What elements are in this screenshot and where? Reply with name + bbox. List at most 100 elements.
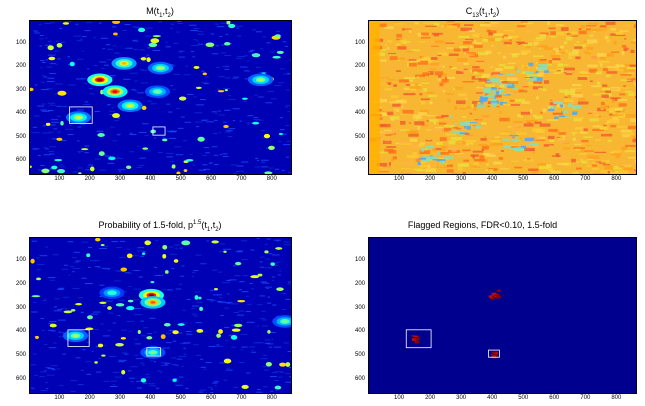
heatmap-cell xyxy=(44,299,47,301)
heatmap-cell xyxy=(401,99,407,101)
heatmap-cell xyxy=(463,125,467,129)
heatmap-band xyxy=(369,21,380,174)
heatmap-cell xyxy=(444,156,454,160)
heatmap-spot xyxy=(126,165,132,169)
heatmap-cell xyxy=(465,52,477,54)
heatmap-cell xyxy=(414,119,419,121)
heatmap-cell xyxy=(110,75,116,77)
heatmap-cell xyxy=(89,93,95,95)
heatmap-cell xyxy=(228,334,236,336)
heatmap-cell xyxy=(458,35,470,39)
heatmap-cell xyxy=(389,56,398,61)
heatmap-cell xyxy=(59,385,64,387)
heatmap-cell xyxy=(590,32,596,35)
heatmap-cell xyxy=(193,39,197,41)
heatmap-spot xyxy=(198,296,202,300)
heatmap-cell xyxy=(192,272,196,274)
heatmap-cell xyxy=(107,269,110,271)
heatmap-cell xyxy=(437,52,447,55)
heatmap-cell xyxy=(439,81,447,85)
heatmap-cell xyxy=(441,145,448,150)
heatmap-cell xyxy=(633,82,636,86)
heatmap-cell xyxy=(159,371,163,373)
heatmap-spot xyxy=(224,41,231,46)
heatmap-cell xyxy=(616,25,623,28)
heatmap-cell xyxy=(543,80,550,84)
heatmap-cell xyxy=(381,130,393,134)
heatmap-cell xyxy=(510,145,521,147)
heatmap-cell xyxy=(478,52,489,56)
heatmap-cell xyxy=(234,275,241,277)
heatmap-cell xyxy=(184,74,191,76)
heatmap-cell xyxy=(421,124,429,127)
heatmap-cell xyxy=(625,113,636,118)
heatmap-cell xyxy=(408,159,419,161)
heatmap-cell xyxy=(564,99,574,103)
heatmap-cell xyxy=(59,166,66,168)
heatmap-cell xyxy=(494,105,500,108)
heatmap-cell xyxy=(509,147,517,150)
heatmap-cell xyxy=(271,265,278,267)
heatmap-cell xyxy=(190,51,194,53)
heatmap-cell xyxy=(133,48,139,50)
heatmap-cell xyxy=(403,28,412,30)
heatmap-cell xyxy=(137,92,145,94)
heatmap-cell xyxy=(390,95,399,99)
heatmap-cell xyxy=(553,72,562,75)
heatmap-cell xyxy=(183,347,187,349)
heatmap-cell xyxy=(48,124,56,126)
heatmap-cell xyxy=(519,137,522,140)
heatmap-cell xyxy=(56,115,61,117)
heatmap-cell xyxy=(545,120,548,124)
heatmap-spot xyxy=(97,133,105,137)
heatmap-cell xyxy=(51,121,59,123)
heatmap-cell xyxy=(212,133,218,135)
heatmap-cell xyxy=(488,32,493,36)
heatmap-cell xyxy=(475,76,486,79)
heatmap-cell xyxy=(602,68,609,72)
heatmap-cell xyxy=(143,150,152,152)
heatmap-cell xyxy=(33,115,40,117)
heatmap-cell xyxy=(191,308,195,310)
heatmap-spot xyxy=(228,23,236,29)
y-tick-label: 500 xyxy=(354,352,365,359)
heatmap-cell xyxy=(132,40,137,42)
heatmap-cell xyxy=(131,255,139,257)
heatmap-cell xyxy=(547,135,555,140)
heatmap-cell xyxy=(549,99,553,101)
heatmap-spot xyxy=(142,147,149,150)
heatmap-cell xyxy=(585,25,597,27)
heatmap-cell xyxy=(109,114,115,116)
heatmap-cell xyxy=(512,88,518,91)
heatmap-cell xyxy=(133,288,142,290)
heatmap-cell xyxy=(46,66,53,68)
heatmap-cell xyxy=(246,372,251,374)
heatmap-cell xyxy=(202,155,207,157)
heatmap-cell xyxy=(227,136,233,138)
heatmap-cell xyxy=(185,387,189,389)
heatmap-cell xyxy=(31,240,38,242)
heatmap-cell xyxy=(592,162,599,165)
heatmap-cell xyxy=(486,79,490,82)
heatmap-cell xyxy=(499,117,510,122)
heatmap-cell xyxy=(629,163,634,166)
heatmap-cell xyxy=(262,366,271,368)
heatmap-hotspot xyxy=(150,301,156,304)
heatmap-cell xyxy=(604,35,609,40)
heatmap-cell xyxy=(592,128,605,131)
heatmap-cell xyxy=(532,86,543,90)
heatmap-hotspot xyxy=(258,78,264,82)
heatmap-cell xyxy=(452,130,461,134)
heatmap-cell xyxy=(57,58,61,60)
heatmap-cell xyxy=(626,24,630,28)
heatmap-cell xyxy=(514,66,518,71)
heatmap-cell xyxy=(201,263,206,265)
heatmap-cell xyxy=(533,41,539,46)
heatmap-cell xyxy=(49,104,57,106)
heatmap-cell xyxy=(588,112,593,115)
heatmap-cell xyxy=(432,159,442,161)
heatmap-hotspot xyxy=(109,291,115,295)
heatmap-cell xyxy=(479,98,488,102)
heatmap-cell xyxy=(627,125,636,130)
heatmap-cell xyxy=(196,354,201,356)
